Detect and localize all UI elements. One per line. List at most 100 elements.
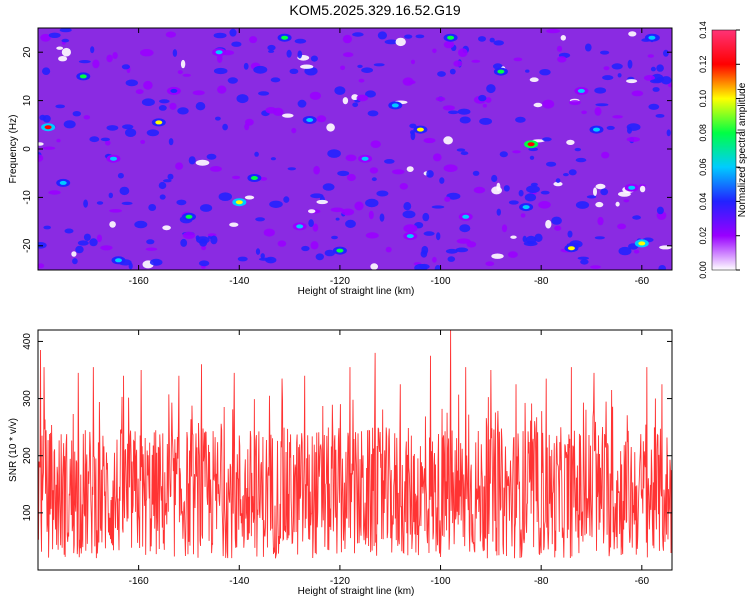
spectrogram-blob <box>590 265 601 269</box>
spectrogram-blob <box>243 62 249 70</box>
spectrogram-blob <box>575 201 590 209</box>
colorbar-gradient <box>711 29 737 271</box>
spectrogram-blob <box>352 32 364 37</box>
spectrogram-peak <box>79 74 87 79</box>
spectrogram-blob <box>489 37 495 43</box>
spectrogram-blob <box>96 234 102 243</box>
spectrogram-blob <box>409 123 417 129</box>
spectrogram-blob <box>105 140 111 146</box>
spectrogram-blob <box>471 59 481 63</box>
spectrogram-blob <box>100 245 113 251</box>
spectrogram-blob <box>270 157 276 161</box>
y-tick-label: 200 <box>22 447 33 464</box>
spectrogram-blob <box>434 265 442 270</box>
spectrogram-blob <box>432 256 437 263</box>
spectrogram-blob <box>125 79 138 87</box>
spectrogram-blob <box>265 256 277 264</box>
spectrogram-blob <box>580 259 589 265</box>
spectrogram-blob <box>365 90 376 98</box>
spectrogram-peak <box>567 246 575 251</box>
spectrogram-blob <box>513 57 523 62</box>
spectrogram-blob <box>443 136 453 145</box>
snr-frame <box>37 329 673 571</box>
spectrogram-blob <box>165 31 176 38</box>
spectrogram-blob <box>526 185 540 193</box>
spectrogram-blob <box>512 150 521 154</box>
spectrogram-blob <box>666 129 671 137</box>
spectrogram-blob <box>631 90 644 97</box>
spectrogram-blob <box>199 238 208 247</box>
spectrogram-blob <box>83 233 91 241</box>
y-tick-label: 400 <box>22 333 33 350</box>
spectrogram-blob <box>628 31 637 37</box>
spectrogram-blob <box>337 170 350 177</box>
spectrogram-blob <box>567 230 573 238</box>
spectrogram-blob <box>538 201 551 209</box>
spectrogram-blob <box>172 49 178 57</box>
spectrogram-blob <box>158 181 167 190</box>
spectrogram-blob <box>496 208 501 216</box>
spectrogram-blob <box>560 35 566 41</box>
spectrogram-blob <box>182 231 196 239</box>
spectrogram-blob <box>308 209 316 214</box>
spectrogram-blob <box>357 64 363 68</box>
x-tick-label: -160 <box>129 276 149 287</box>
spectrogram-blob <box>158 105 167 111</box>
spectrogram-blob <box>58 56 68 62</box>
spectrogram-blob <box>458 48 468 57</box>
spectrogram-blob <box>594 87 607 94</box>
spectrogram-blob <box>523 241 538 247</box>
x-tick-label: -100 <box>431 276 451 287</box>
spectrogram-blob <box>539 69 551 76</box>
spectrogram-blob <box>627 59 633 69</box>
spectrogram-blob <box>472 170 480 176</box>
spectrogram-blob <box>652 87 660 92</box>
snr-x-axis-label: Height of straight line (km) <box>298 586 415 597</box>
spectrogram-peak <box>281 35 289 40</box>
spectrogram-blob <box>143 80 153 90</box>
x-tick-label: -120 <box>330 276 350 287</box>
spectrogram-blob <box>445 248 458 254</box>
spectrogram-blob <box>373 63 385 67</box>
spectrogram-blob <box>330 207 344 213</box>
spectrogram-peak <box>593 127 600 132</box>
spectrogram-peak <box>522 205 530 210</box>
spectrogram-blob <box>145 247 158 251</box>
spectrogram-blob <box>322 183 335 191</box>
spectrogram-blob <box>59 28 72 33</box>
y-tick-label: 300 <box>22 390 33 407</box>
spectrogram-x-axis-label: Height of straight line (km) <box>298 286 415 297</box>
spectrogram-blob <box>626 79 638 84</box>
spectrogram-blob <box>354 201 364 211</box>
spectrogram-blob <box>168 138 174 146</box>
spectrogram-blob <box>376 190 389 197</box>
spectrogram-blob <box>345 154 357 162</box>
spectrogram-blob <box>72 111 82 117</box>
spectrogram-blob <box>75 245 84 254</box>
spectrogram-blob <box>595 103 609 107</box>
spectrogram-peak <box>638 241 646 246</box>
spectrogram-peak <box>215 50 223 55</box>
spectrogram-blob <box>263 228 275 237</box>
spectrogram-blob <box>351 94 359 101</box>
spectrogram-blob <box>655 114 665 118</box>
y-tick-label: 20 <box>22 46 33 58</box>
spectrogram-blob <box>370 140 381 148</box>
spectrogram-blob <box>100 137 110 142</box>
spectrogram-blob <box>146 129 160 137</box>
spectrogram-blob <box>63 120 76 129</box>
spectrogram-blob <box>556 45 563 52</box>
spectrogram-blob <box>496 182 501 192</box>
spectrogram-blob <box>408 80 416 84</box>
spectrogram-blob <box>437 71 446 77</box>
spectrogram-peak <box>185 214 193 219</box>
spectrogram-blob <box>420 250 428 258</box>
spectrogram-heatmap <box>38 28 672 270</box>
x-tick-label: -160 <box>129 576 149 587</box>
spectrogram-blob <box>406 166 414 173</box>
spectrogram-blob <box>486 84 496 94</box>
spectrogram-blob <box>510 235 517 239</box>
colorbar: 0.00 0.02 0.04 0.06 0.08 0.10 0.12 0.14 Normali… <box>698 21 748 279</box>
spectrogram-blob <box>529 155 535 160</box>
spectrogram-blob <box>227 77 238 84</box>
